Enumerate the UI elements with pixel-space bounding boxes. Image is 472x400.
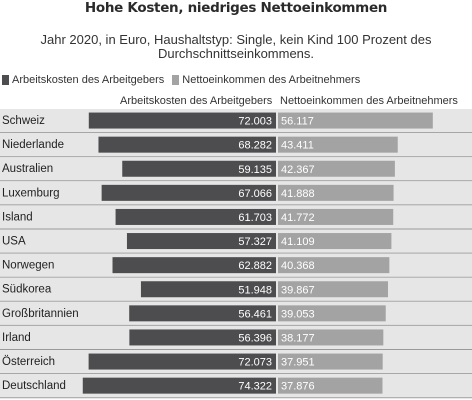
legend-item-net: Nettoeinkommen des Arbeitnehmers xyxy=(172,74,360,86)
chart-title: Hohe Kosten, niedriges Nettoeinkommen xyxy=(84,0,388,16)
bar-cost-irland xyxy=(129,329,276,346)
value-label-net-niederlande: 43.411 xyxy=(281,140,314,152)
bar-net-sudkorea xyxy=(278,281,388,298)
row-island: Island 61.703 41.772 xyxy=(0,205,472,230)
bar-net-niederlande xyxy=(278,136,398,153)
value-label-net-australien: 42.367 xyxy=(281,164,315,176)
category-label-norwegen: Norwegen xyxy=(2,260,54,272)
value-label-cost-irland: 56.396 xyxy=(238,332,272,344)
value-label-cost-island: 61.703 xyxy=(238,212,272,224)
row-schweiz: Schweiz 72.003 56.117 xyxy=(0,109,472,134)
value-label-net-sudkorea: 39.867 xyxy=(281,284,315,296)
category-label-australien: Australien xyxy=(2,163,53,175)
row-sudkorea: Südkorea 51.948 39.867 xyxy=(0,277,472,302)
row-luxemburg: Luxemburg 67.066 41.888 xyxy=(0,181,472,206)
legend-label-net: Nettoeinkommen des Arbeitnehmers xyxy=(182,74,361,86)
value-label-cost-sudkorea: 51.948 xyxy=(238,284,272,296)
bar-net-deutschland xyxy=(278,377,383,394)
bar-cost-osterreich xyxy=(88,353,276,370)
row-usa: USA 57.327 41.109 xyxy=(0,229,472,254)
bar-cost-usa xyxy=(126,233,276,250)
row-niederlande: Niederlande 68.282 43.411 xyxy=(0,133,472,158)
legend-item-cost: Arbeitskosten des Arbeitgebers xyxy=(2,74,164,86)
category-label-osterreich: Österreich xyxy=(2,356,55,368)
bar-net-grossbritannien xyxy=(278,305,386,322)
value-label-cost-osterreich: 72.073 xyxy=(238,357,272,369)
category-label-usa: USA xyxy=(2,236,26,248)
chart-subtitle: Jahr 2020, in Euro, Haushaltstyp: Single… xyxy=(40,32,432,61)
row-norwegen: Norwegen 62.882 40.368 xyxy=(0,253,472,278)
category-label-island: Island xyxy=(2,211,33,223)
bar-cost-australien xyxy=(122,160,277,177)
legend-swatch-cost xyxy=(2,75,9,85)
legend-swatch-net xyxy=(172,75,180,85)
category-label-grossbritannien: Großbritannien xyxy=(2,308,79,320)
bar-net-island xyxy=(278,208,394,225)
value-label-cost-australien: 59.135 xyxy=(238,164,272,176)
category-label-schweiz: Schweiz xyxy=(2,115,45,127)
legend: Arbeitskosten des Arbeitgebers Nettoeink… xyxy=(2,74,368,86)
value-label-cost-niederlande: 68.282 xyxy=(238,140,272,152)
value-label-net-schweiz: 56.117 xyxy=(281,116,314,128)
row-irland: Irland 56.396 38.177 xyxy=(0,325,472,350)
value-label-cost-luxemburg: 67.066 xyxy=(238,188,272,200)
bar-cost-sudkorea xyxy=(140,281,276,298)
column-header-cost: Arbeitskosten des Arbeitgebers xyxy=(120,95,273,107)
value-label-net-deutschland: 37.876 xyxy=(281,381,315,393)
bar-net-norwegen xyxy=(278,257,390,274)
value-label-net-norwegen: 40.368 xyxy=(281,260,315,272)
bar-cost-luxemburg xyxy=(101,184,276,201)
bar-cost-schweiz xyxy=(88,112,276,129)
row-grossbritannien: Großbritannien 56.461 39.053 xyxy=(0,301,472,326)
value-label-net-osterreich: 37.951 xyxy=(281,357,315,369)
bar-net-australien xyxy=(278,160,395,177)
value-label-net-grossbritannien: 39.053 xyxy=(281,308,315,320)
bar-cost-norwegen xyxy=(112,257,276,274)
category-label-luxemburg: Luxemburg xyxy=(2,187,60,199)
value-label-cost-schweiz: 72.003 xyxy=(238,116,272,128)
category-label-irland: Irland xyxy=(2,332,31,344)
bar-cost-deutschland xyxy=(82,377,276,394)
category-label-deutschland: Deutschland xyxy=(2,380,66,392)
row-deutschland: Deutschland 74.322 37.876 xyxy=(0,374,472,399)
row-osterreich: Österreich 72.073 37.951 xyxy=(0,350,472,375)
bar-net-irland xyxy=(278,329,384,346)
row-australien: Australien 59.135 42.367 xyxy=(0,157,472,182)
category-label-sudkorea: Südkorea xyxy=(2,284,52,296)
bar-cost-niederlande xyxy=(98,136,276,153)
bar-net-osterreich xyxy=(278,353,383,370)
value-label-net-island: 41.772 xyxy=(281,212,315,224)
legend-label-cost: Arbeitskosten des Arbeitgebers xyxy=(12,74,165,86)
bar-cost-island xyxy=(115,208,276,225)
value-label-cost-norwegen: 62.882 xyxy=(238,260,272,272)
value-label-net-luxemburg: 41.888 xyxy=(281,188,315,200)
bar-net-luxemburg xyxy=(278,184,394,201)
column-header-net: Nettoeinkommen des Arbeitnehmers xyxy=(280,95,458,107)
bar-cost-grossbritannien xyxy=(129,305,276,322)
bar-net-usa xyxy=(278,233,392,250)
value-label-cost-deutschland: 74.322 xyxy=(238,381,272,393)
category-label-niederlande: Niederlande xyxy=(2,139,64,151)
bar-net-schweiz xyxy=(278,112,433,129)
value-label-net-usa: 41.109 xyxy=(281,236,315,248)
value-label-cost-usa: 57.327 xyxy=(238,236,272,248)
value-label-net-irland: 38.177 xyxy=(281,332,315,344)
value-label-cost-grossbritannien: 56.461 xyxy=(238,308,272,320)
